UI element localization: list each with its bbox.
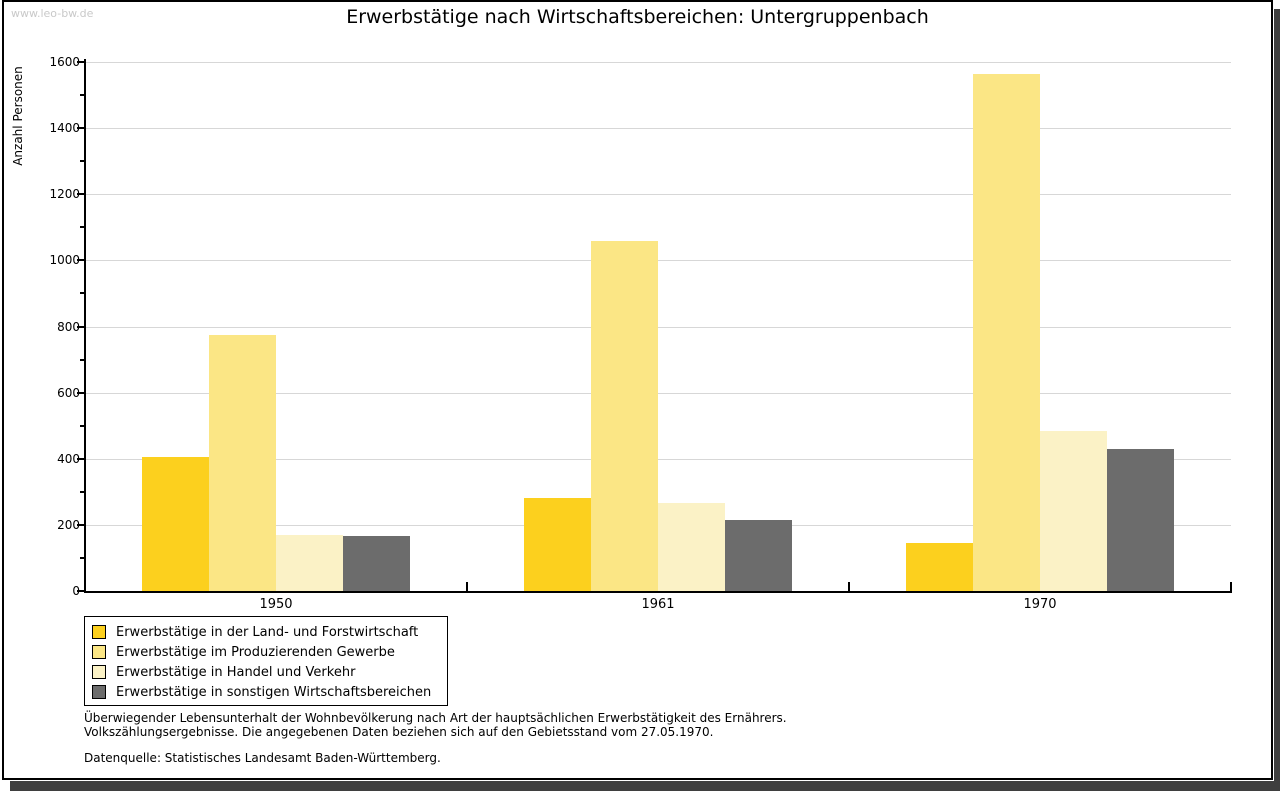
legend-item-4: Erwerbstätige in sonstigen Wirtschaftsbe… [85,682,447,702]
bar-1950-series-2 [209,334,276,591]
y-minor-tick-300 [80,490,85,493]
legend-item-3: Erwerbstätige in Handel und Verkehr [85,662,447,682]
y-major-tick-0 [77,590,85,592]
y-minor-tick-1100 [80,226,85,229]
y-major-tick-1200 [77,193,85,196]
y-major-tick-400 [77,457,85,460]
y-axis-title: Anzahl Personen [11,66,25,166]
footnote-line-2: Volkszählungsergebnisse. Die angegebenen… [84,725,714,739]
y-minor-tick-1300 [80,160,85,163]
y-tick-label-1600: 1600 [49,55,80,69]
x-category-label-1970: 1970 [1023,597,1057,612]
y-minor-tick-100 [80,556,85,559]
x-category-label-1950: 1950 [259,597,293,612]
y-major-tick-1600 [77,61,85,63]
bar-1961-series-1 [524,498,591,591]
y-tick-label-200: 200 [57,517,80,532]
x-boundary-tick-3 [1230,582,1232,591]
legend-label-2: Erwerbstätige im Produzierenden Gewerbe [116,644,395,660]
footnote-line-1: Überwiegender Lebensunterhalt der Wohnbe… [84,711,787,725]
bar-1961-series-2 [591,240,658,591]
gridline-y-1000 [85,260,1231,262]
gridline-y-1400 [85,128,1231,130]
y-tick-label-1400: 1400 [49,121,80,136]
legend-swatch-2 [92,645,106,659]
y-tick-label-1200: 1200 [49,187,80,202]
bar-1950-series-1 [142,457,209,591]
legend-item-1: Erwerbstätige in der Land- und Forstwirt… [85,622,447,642]
bar-1950-series-3 [276,534,343,591]
legend-swatch-3 [92,665,106,679]
y-minor-tick-1500 [80,94,85,97]
y-tick-label-600: 600 [57,385,80,400]
bar-1970-series-2 [973,73,1040,591]
y-major-tick-200 [77,523,85,526]
gridline-y-1200 [85,194,1231,196]
frame-shadow-right [1274,9,1280,791]
legend-swatch-1 [92,625,106,639]
bar-1970-series-1 [906,543,973,591]
legend-swatch-4 [92,685,106,699]
gridline-y-400 [85,458,1231,460]
gridline-y-800 [85,326,1231,328]
y-major-tick-1400 [77,127,85,130]
bar-1961-series-4 [725,519,792,591]
y-axis-line [84,59,86,593]
bar-1950-series-4 [343,536,410,591]
x-axis-line [84,591,1232,593]
watermark-url: www.leo-bw.de [11,7,94,20]
y-tick-label-1000: 1000 [49,253,80,268]
bar-1970-series-3 [1040,430,1107,591]
y-tick-label-0: 0 [72,584,80,598]
x-boundary-tick-2 [848,582,850,591]
frame-shadow-bottom [10,781,1280,791]
y-tick-label-800: 800 [57,319,80,334]
footnote-text: Überwiegender Lebensunterhalt der Wohnbe… [84,711,787,739]
y-major-tick-800 [77,325,85,328]
y-major-tick-600 [77,391,85,394]
data-source-text: Datenquelle: Statistisches Landesamt Bad… [84,751,441,765]
bar-1961-series-3 [658,503,725,591]
legend-label-3: Erwerbstätige in Handel und Verkehr [116,664,356,680]
legend-label-4: Erwerbstätige in sonstigen Wirtschaftsbe… [116,684,432,700]
y-minor-tick-500 [80,424,85,427]
chart-title: Erwerbstätige nach Wirtschaftsbereichen:… [346,6,929,28]
y-minor-tick-700 [80,358,85,361]
y-tick-label-400: 400 [57,451,80,466]
gridline-y-1600 [85,62,1231,63]
chart-frame: www.leo-bw.de Erwerbstätige nach Wirtsch… [2,0,1273,780]
gridline-y-600 [85,392,1231,394]
bar-1970-series-4 [1107,448,1174,591]
y-major-tick-1000 [77,259,85,262]
legend-item-2: Erwerbstätige im Produzierenden Gewerbe [85,642,447,662]
x-category-label-1961: 1961 [641,597,675,612]
legend-label-1: Erwerbstätige in der Land- und Forstwirt… [116,624,419,640]
legend-box: Erwerbstätige in der Land- und Forstwirt… [84,616,448,706]
y-minor-tick-900 [80,292,85,295]
x-boundary-tick-1 [466,582,468,591]
